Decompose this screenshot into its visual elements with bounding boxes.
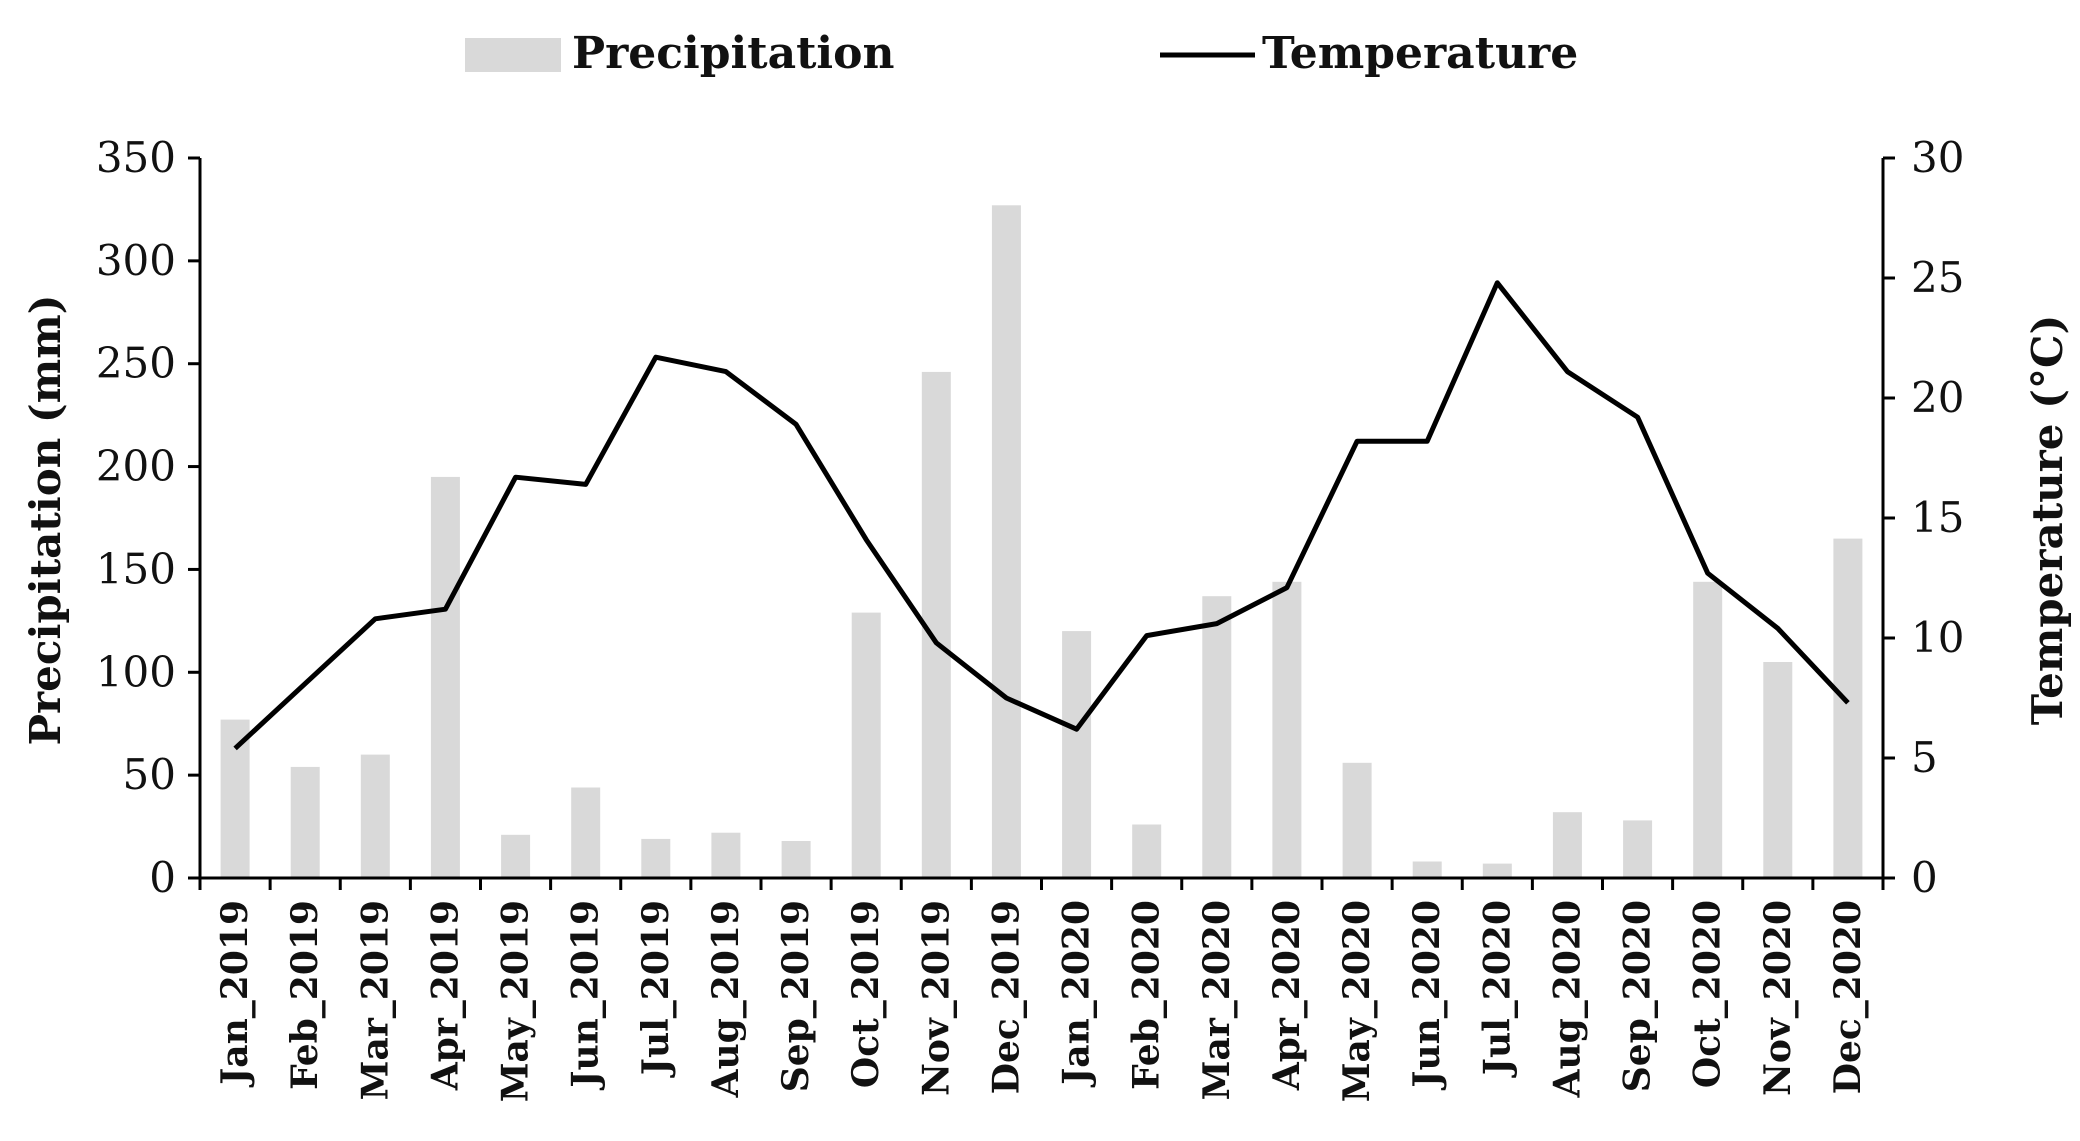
y-left-tick-label: 50 bbox=[123, 750, 176, 799]
x-category-label: Sep_2020 bbox=[1617, 900, 1659, 1092]
precipitation-bar-mar-2019 bbox=[360, 754, 390, 878]
legend: Precipitation Temperature bbox=[465, 28, 1578, 79]
precipitation-bar-jul-2019 bbox=[641, 838, 671, 878]
x-category-label: May_2020 bbox=[1336, 900, 1378, 1102]
legend-swatch-precipitation bbox=[465, 38, 561, 72]
precipitation-bar-apr-2020 bbox=[1272, 581, 1302, 878]
precipitation-bar-jan-2019 bbox=[220, 719, 250, 878]
x-category-label: Oct_2019 bbox=[845, 900, 887, 1088]
x-ticks: Jan_2019 Feb_2019 Mar_2019 Apr_2019 May_2019… bbox=[198, 878, 1885, 1102]
x-category-label: Feb_2020 bbox=[1126, 900, 1168, 1090]
y-left-tick-label: 250 bbox=[96, 339, 176, 388]
y-right-tick-label: 25 bbox=[1911, 253, 1964, 302]
x-category-label: May_2019 bbox=[495, 900, 537, 1102]
legend-label-temperature: Temperature bbox=[1262, 28, 1578, 79]
x-category-label: Mar_2019 bbox=[354, 900, 396, 1100]
x-category-label: Dec_2019 bbox=[985, 900, 1027, 1094]
x-category-label: Dec_2020 bbox=[1827, 900, 1869, 1094]
y-left-axis-title: Precipitation (mm) bbox=[21, 294, 70, 745]
precipitation-bar-oct-2020 bbox=[1693, 581, 1723, 878]
x-category-label: Jan_2019 bbox=[214, 900, 256, 1088]
x-category-label: Jul_2020 bbox=[1476, 900, 1518, 1078]
legend-label-precipitation: Precipitation bbox=[572, 28, 894, 79]
precipitation-bar-nov-2020 bbox=[1763, 662, 1793, 878]
x-category-label: Jun_2020 bbox=[1406, 900, 1448, 1091]
y-right-tick-label: 20 bbox=[1911, 373, 1964, 422]
x-category-label: Feb_2019 bbox=[284, 900, 326, 1090]
precipitation-bar-jul-2020 bbox=[1482, 863, 1512, 878]
precipitation-bar-aug-2019 bbox=[711, 832, 741, 878]
precipitation-bar-dec-2019 bbox=[991, 205, 1021, 879]
temperature-line bbox=[233, 280, 1850, 751]
x-category-label: Sep_2019 bbox=[775, 900, 817, 1092]
y-right-tick-label: 15 bbox=[1911, 493, 1964, 542]
x-category-label: Oct_2020 bbox=[1687, 900, 1729, 1088]
precipitation-bar-sep-2020 bbox=[1623, 820, 1653, 878]
y-right-tick-label: 30 bbox=[1911, 133, 1964, 182]
y-left-tick-label: 300 bbox=[96, 236, 176, 285]
precipitation-bar-dec-2020 bbox=[1833, 538, 1863, 878]
precipitation-bar-feb-2020 bbox=[1132, 824, 1162, 878]
precipitation-bar-sep-2019 bbox=[781, 841, 811, 878]
precipitation-bar-feb-2019 bbox=[290, 766, 320, 878]
precipitation-bar-may-2020 bbox=[1342, 762, 1372, 878]
y-left-tick-label: 0 bbox=[149, 853, 176, 902]
x-category-label: Apr_2019 bbox=[424, 900, 466, 1091]
x-category-label: Mar_2020 bbox=[1196, 900, 1238, 1100]
precipitation-bar-jun-2020 bbox=[1412, 861, 1442, 878]
precipitation-bar-jun-2019 bbox=[571, 787, 601, 878]
y-right-tick-label: 10 bbox=[1911, 613, 1964, 662]
x-category-label: Apr_2020 bbox=[1266, 900, 1308, 1091]
x-category-label: Aug_2020 bbox=[1546, 900, 1588, 1098]
y-left-tick-label: 200 bbox=[96, 442, 176, 491]
y-right-ticks: 0 5 10 15 20 25 30 bbox=[1883, 133, 1964, 902]
y-left-tick-label: 100 bbox=[96, 647, 176, 696]
y-right-axis-title: Temperature (°C) bbox=[2023, 315, 2072, 726]
y-right-tick-label: 5 bbox=[1911, 733, 1938, 782]
temperature-line-layer bbox=[233, 280, 1850, 751]
y-left-ticks: 0 50 100 150 200 250 300 350 bbox=[96, 133, 200, 902]
precipitation-bar-jan-2020 bbox=[1062, 631, 1092, 878]
x-category-label: Aug_2019 bbox=[705, 900, 747, 1098]
y-right-tick-label: 0 bbox=[1911, 853, 1938, 902]
precipitation-bar-apr-2019 bbox=[430, 476, 460, 878]
precipitation-bar-may-2019 bbox=[501, 834, 531, 878]
x-category-label: Nov_2019 bbox=[915, 900, 957, 1096]
precipitation-bar-aug-2020 bbox=[1552, 812, 1582, 878]
y-left-tick-label: 350 bbox=[96, 133, 176, 182]
precipitation-bar-oct-2019 bbox=[851, 612, 881, 878]
x-category-label: Jul_2019 bbox=[635, 900, 677, 1078]
x-category-label: Jun_2019 bbox=[565, 900, 607, 1091]
x-category-label: Nov_2020 bbox=[1757, 900, 1799, 1096]
precipitation-bars bbox=[220, 205, 1863, 879]
precipitation-bar-mar-2020 bbox=[1202, 596, 1232, 878]
x-category-label: Jan_2020 bbox=[1056, 900, 1098, 1088]
y-left-tick-label: 150 bbox=[96, 544, 176, 593]
